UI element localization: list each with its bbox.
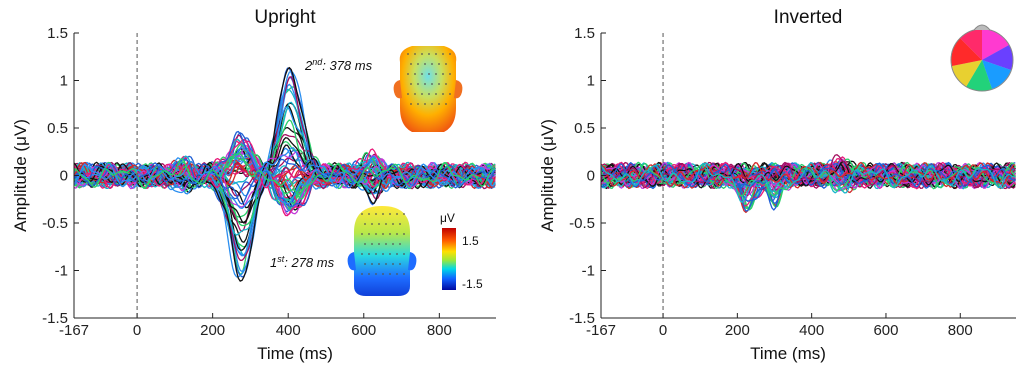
y-tick-label: -1.5 — [569, 310, 595, 327]
erp-traces — [73, 66, 496, 282]
x-tick-label: 200 — [725, 322, 750, 339]
y-tick-label: 0 — [587, 168, 595, 185]
y-axis-label: Amplitude (μV) — [11, 119, 30, 232]
x-axis-label: Time (ms) — [257, 344, 333, 363]
annotation-2nd-peak: 2nd: 378 ms — [304, 57, 373, 73]
y-tick-label: 0 — [60, 168, 68, 185]
channel-trace — [600, 162, 1016, 203]
channel-trace — [73, 147, 496, 209]
x-tick-label: 400 — [799, 322, 824, 339]
colorbar-gradient — [442, 228, 456, 290]
head-top-topography-icon — [347, 206, 417, 296]
y-tick-label: 1 — [587, 73, 595, 90]
x-tick-label: 600 — [351, 322, 376, 339]
x-tick-label: -167 — [586, 322, 616, 339]
x-tick-label: 0 — [133, 322, 141, 339]
channel-trace — [73, 153, 496, 196]
colorbar-max-label: 1.5 — [462, 234, 479, 248]
colorbar-min-label: -1.5 — [462, 277, 483, 291]
colorbar: μV 1.5 -1.5 — [440, 211, 483, 291]
channel-trace — [73, 158, 496, 205]
channel-trace — [600, 163, 1016, 190]
channel-trace — [600, 162, 1016, 188]
x-tick-label: 600 — [873, 322, 898, 339]
x-tick-label: 800 — [427, 322, 452, 339]
y-tick-label: 0.5 — [574, 120, 595, 137]
colorbar-unit: μV — [440, 211, 455, 225]
x-tick-label: 0 — [659, 322, 667, 339]
y-tick-label: -1.5 — [42, 310, 68, 327]
panel-title: Upright — [254, 7, 316, 28]
y-tick-label: 0.5 — [47, 120, 68, 137]
channel-trace — [73, 156, 496, 200]
panel-inverted: -1.5 -1 -0.5 0 0.5 1 1.5 -167 0 200 400 600 800 Inver… — [538, 7, 1016, 363]
y-tick-label: 1.5 — [47, 25, 68, 42]
x-axis-label: Time (ms) — [750, 344, 826, 363]
x-tick-label: -167 — [59, 322, 89, 339]
channel-trace — [600, 162, 1016, 197]
y-tick-label: 1.5 — [574, 25, 595, 42]
y-axis-label: Amplitude (μV) — [538, 119, 557, 232]
channel-trace — [73, 147, 496, 205]
color-wheel-head-icon — [950, 24, 1014, 92]
panel-upright: -1.5 -1 -0.5 0 0.5 1 1.5 -167 0 200 400 600 800 Uprig… — [11, 7, 496, 363]
panel-title: Inverted — [774, 7, 843, 28]
y-tick-label: 1 — [60, 73, 68, 90]
y-tick-label: -0.5 — [42, 215, 68, 232]
x-tick-label: 400 — [276, 322, 301, 339]
x-tick-label: 200 — [200, 322, 225, 339]
erp-traces — [600, 154, 1016, 214]
y-tick-label: -1 — [55, 263, 68, 280]
y-tick-label: -1 — [582, 263, 595, 280]
channel-trace — [73, 162, 496, 189]
x-tick-label: 800 — [948, 322, 973, 339]
head-back-topography-icon — [393, 46, 463, 132]
annotation-1st-peak: 1st: 278 ms — [270, 254, 335, 270]
channel-trace — [73, 137, 496, 224]
channel-trace — [600, 161, 1016, 188]
y-tick-label: -0.5 — [569, 215, 595, 232]
